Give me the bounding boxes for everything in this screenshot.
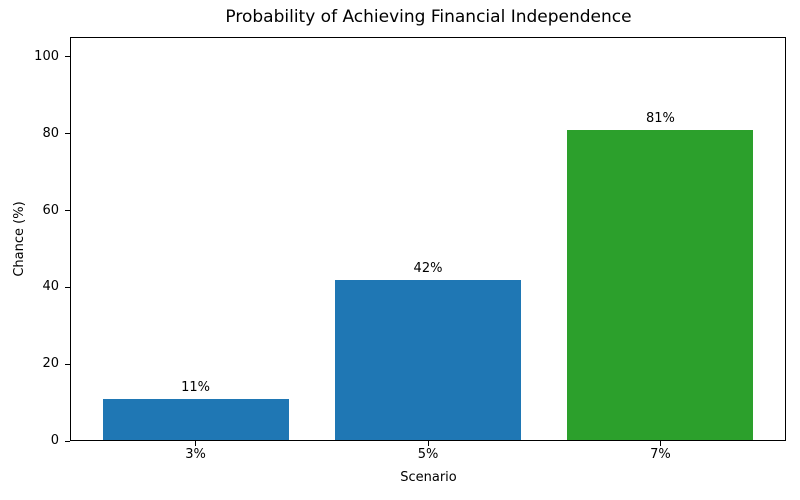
chart-title: Probability of Achieving Financial Indep… xyxy=(225,7,632,27)
y-tick-mark xyxy=(65,210,70,212)
bar-value-label: 81% xyxy=(646,110,675,126)
y-tick-label: 60 xyxy=(42,202,59,218)
y-axis-label: Chance (%) xyxy=(12,201,27,277)
bar xyxy=(102,398,289,441)
y-tick-label: 20 xyxy=(42,356,59,372)
x-tick-label: 3% xyxy=(185,447,206,462)
y-tick-label: 80 xyxy=(42,125,59,141)
y-tick-label: 0 xyxy=(50,433,59,448)
y-tick-mark xyxy=(65,363,70,365)
bar xyxy=(567,129,754,441)
y-tick-mark xyxy=(65,440,70,442)
plot-area xyxy=(70,37,786,441)
x-tick-label: 5% xyxy=(417,447,439,462)
y-tick-label: 40 xyxy=(42,279,59,295)
bar-value-label: 11% xyxy=(181,379,210,395)
y-tick-mark xyxy=(65,133,70,135)
x-tick-mark xyxy=(659,441,661,446)
y-tick-mark xyxy=(65,56,70,58)
bar-value-label: 42% xyxy=(413,260,443,276)
x-tick-label: 7% xyxy=(650,447,671,462)
x-tick-mark xyxy=(195,441,197,446)
x-tick-mark xyxy=(427,441,429,446)
bar xyxy=(335,279,521,441)
x-axis-label: Scenario xyxy=(400,470,457,485)
y-tick-mark xyxy=(65,286,70,288)
y-tick-label: 100 xyxy=(34,48,59,64)
